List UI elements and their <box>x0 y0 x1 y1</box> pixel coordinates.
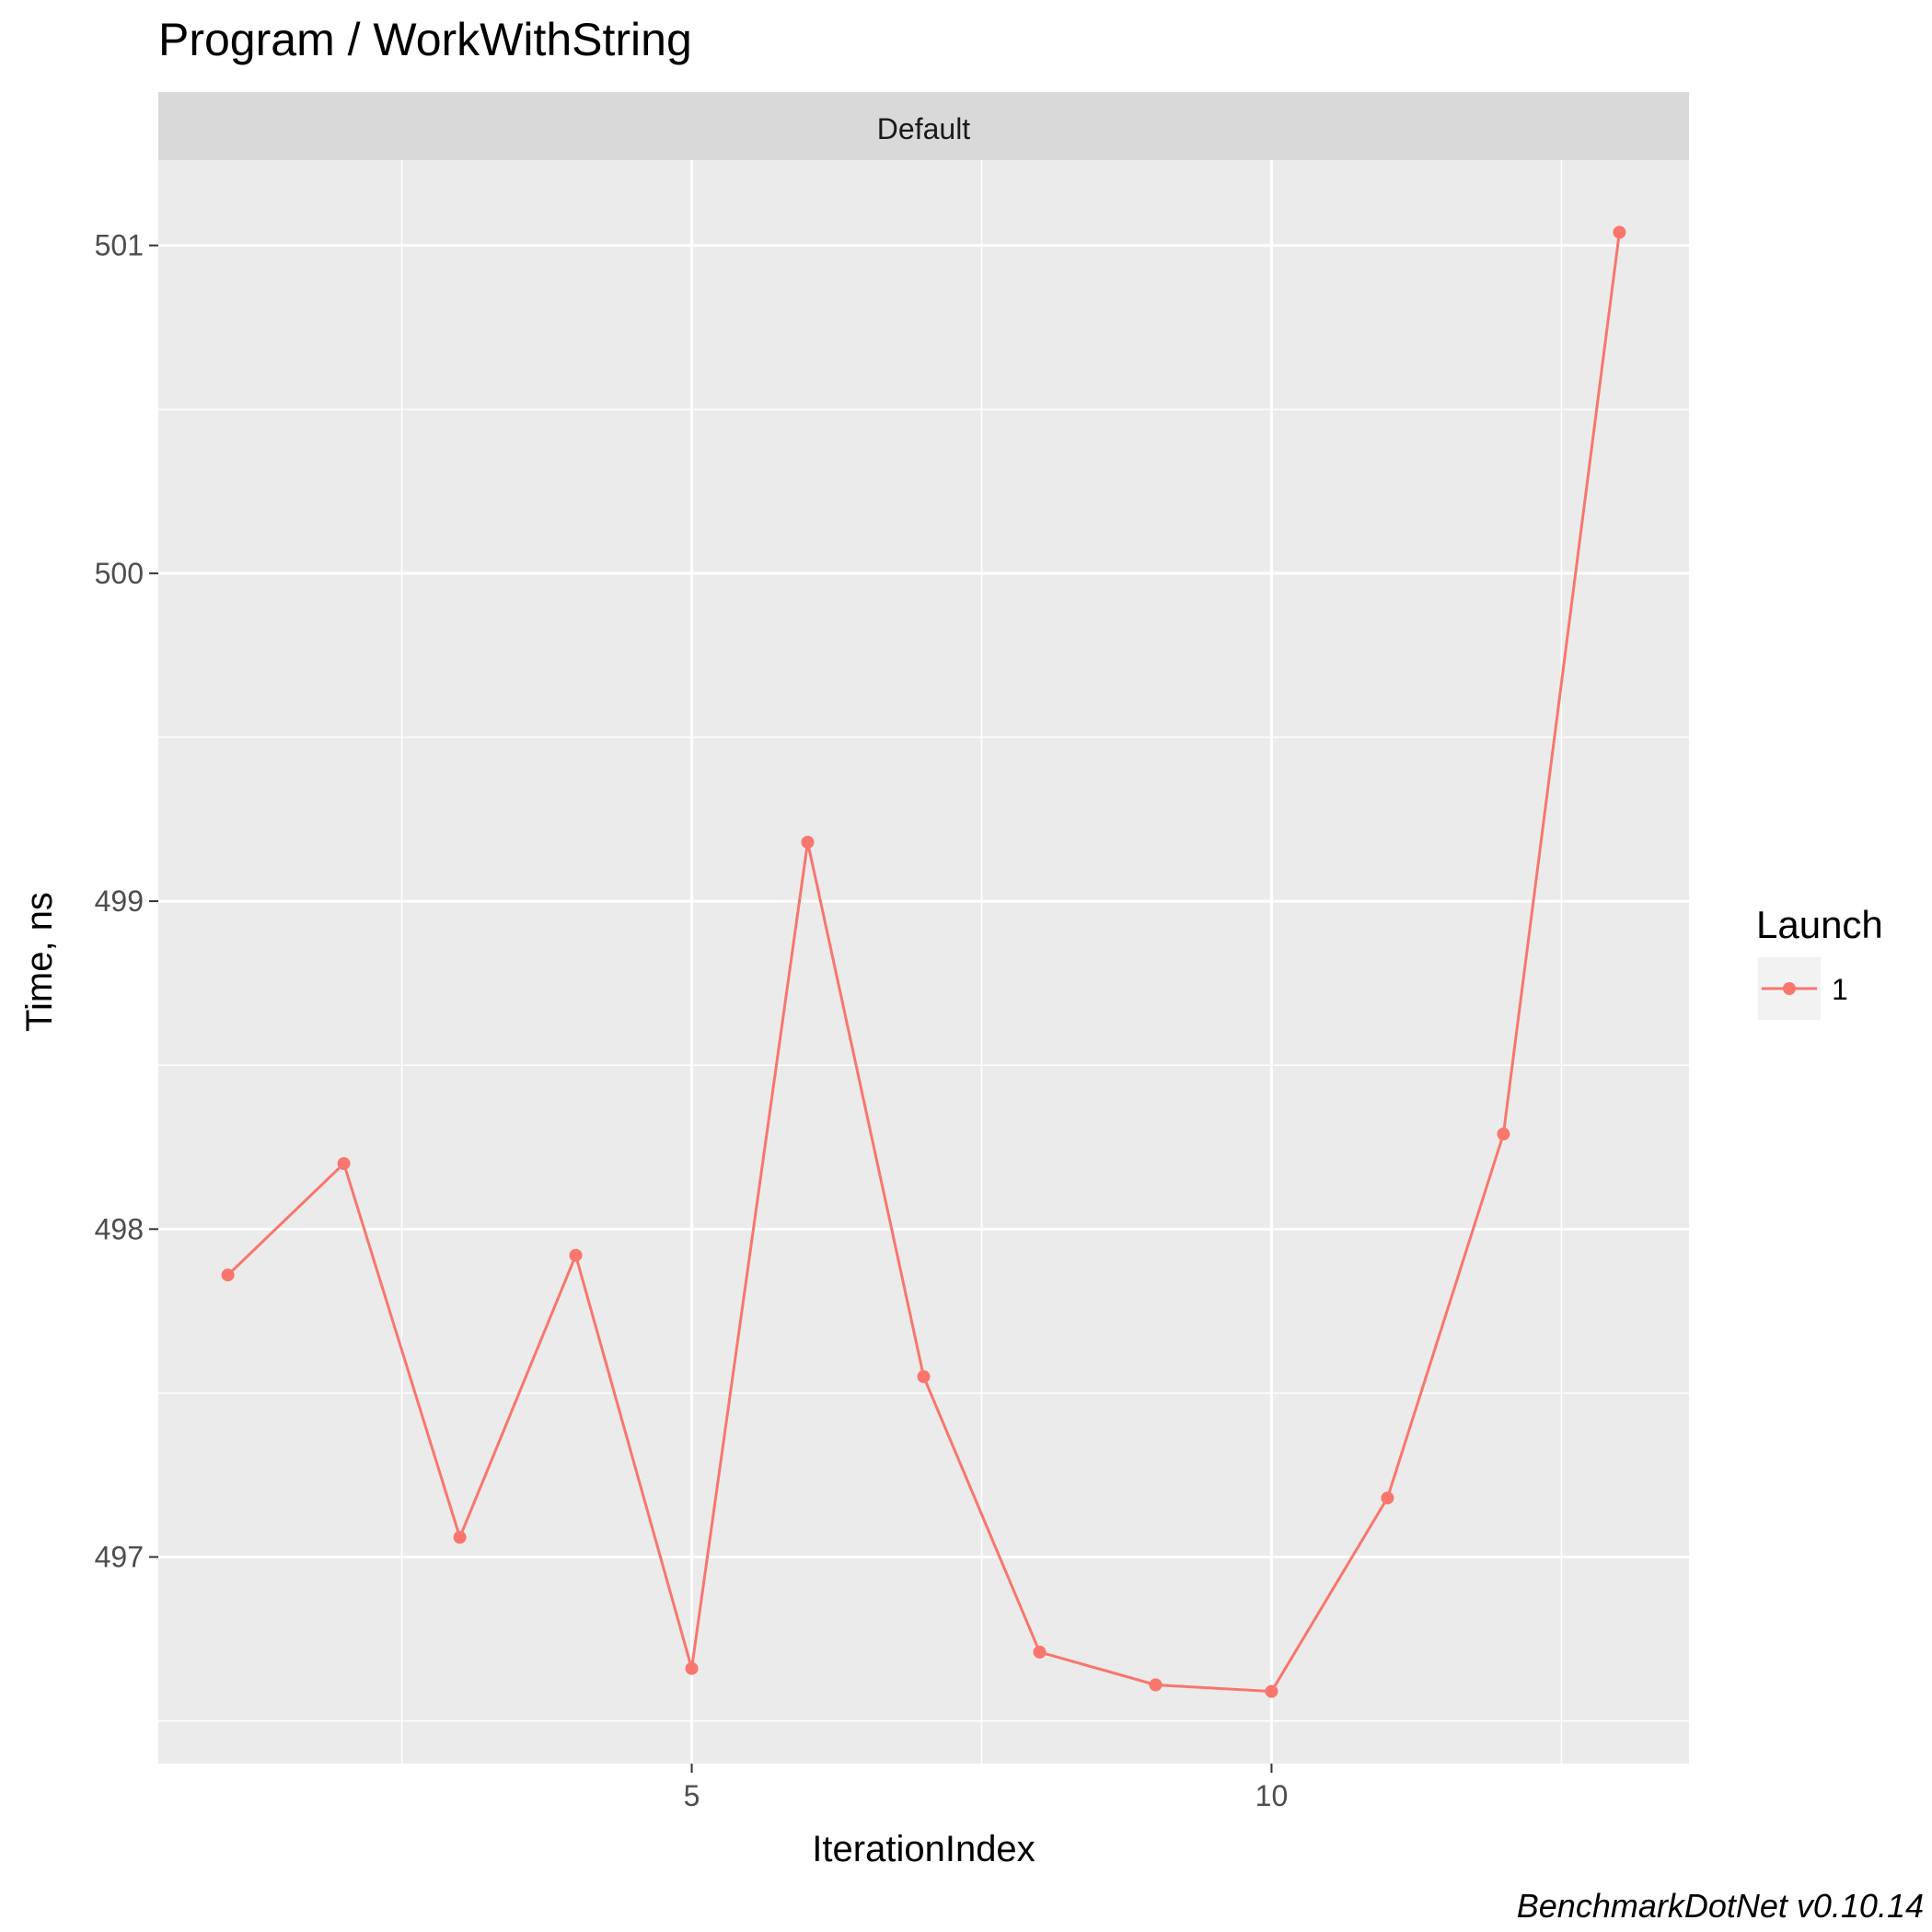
facet-strip-label: Default <box>877 112 971 145</box>
legend-label-launch-1: 1 <box>1832 973 1848 1006</box>
legend: Launch 1 <box>1756 903 1883 1020</box>
data-point <box>1149 1678 1163 1692</box>
caption: BenchmarkDotNet v0.10.14 <box>1517 1887 1924 1925</box>
data-point <box>569 1248 583 1262</box>
data-point <box>1265 1684 1278 1698</box>
data-point <box>337 1157 351 1171</box>
y-axis-title: Time, ns <box>19 892 60 1032</box>
axes: 5 10 497 498 499 500 501 <box>95 229 1289 1812</box>
data-point <box>685 1661 699 1675</box>
data-point <box>221 1268 235 1282</box>
plot-panel <box>158 160 1689 1764</box>
data-point <box>1497 1128 1510 1141</box>
legend-title: Launch <box>1756 903 1883 946</box>
data-point <box>801 835 815 849</box>
data-point <box>1033 1645 1047 1659</box>
chart-title: Program / WorkWithString <box>158 14 692 65</box>
x-tick-label: 10 <box>1255 1779 1289 1812</box>
grid-lines <box>158 160 1689 1764</box>
facet-strip <box>158 92 1689 160</box>
legend-key-point <box>1783 982 1796 995</box>
data-point <box>453 1531 467 1544</box>
y-tick-label: 500 <box>95 557 144 590</box>
y-tick-label: 501 <box>95 229 144 262</box>
y-tick-label: 499 <box>95 885 144 918</box>
data-point <box>917 1370 931 1383</box>
series-points-launch-1 <box>221 226 1626 1698</box>
x-axis-title: IterationIndex <box>812 1829 1035 1869</box>
x-tick-label: 5 <box>684 1779 700 1812</box>
y-tick-label: 498 <box>95 1212 144 1245</box>
data-point <box>1613 226 1626 239</box>
data-point <box>1381 1491 1394 1505</box>
y-tick-label: 497 <box>95 1541 144 1574</box>
